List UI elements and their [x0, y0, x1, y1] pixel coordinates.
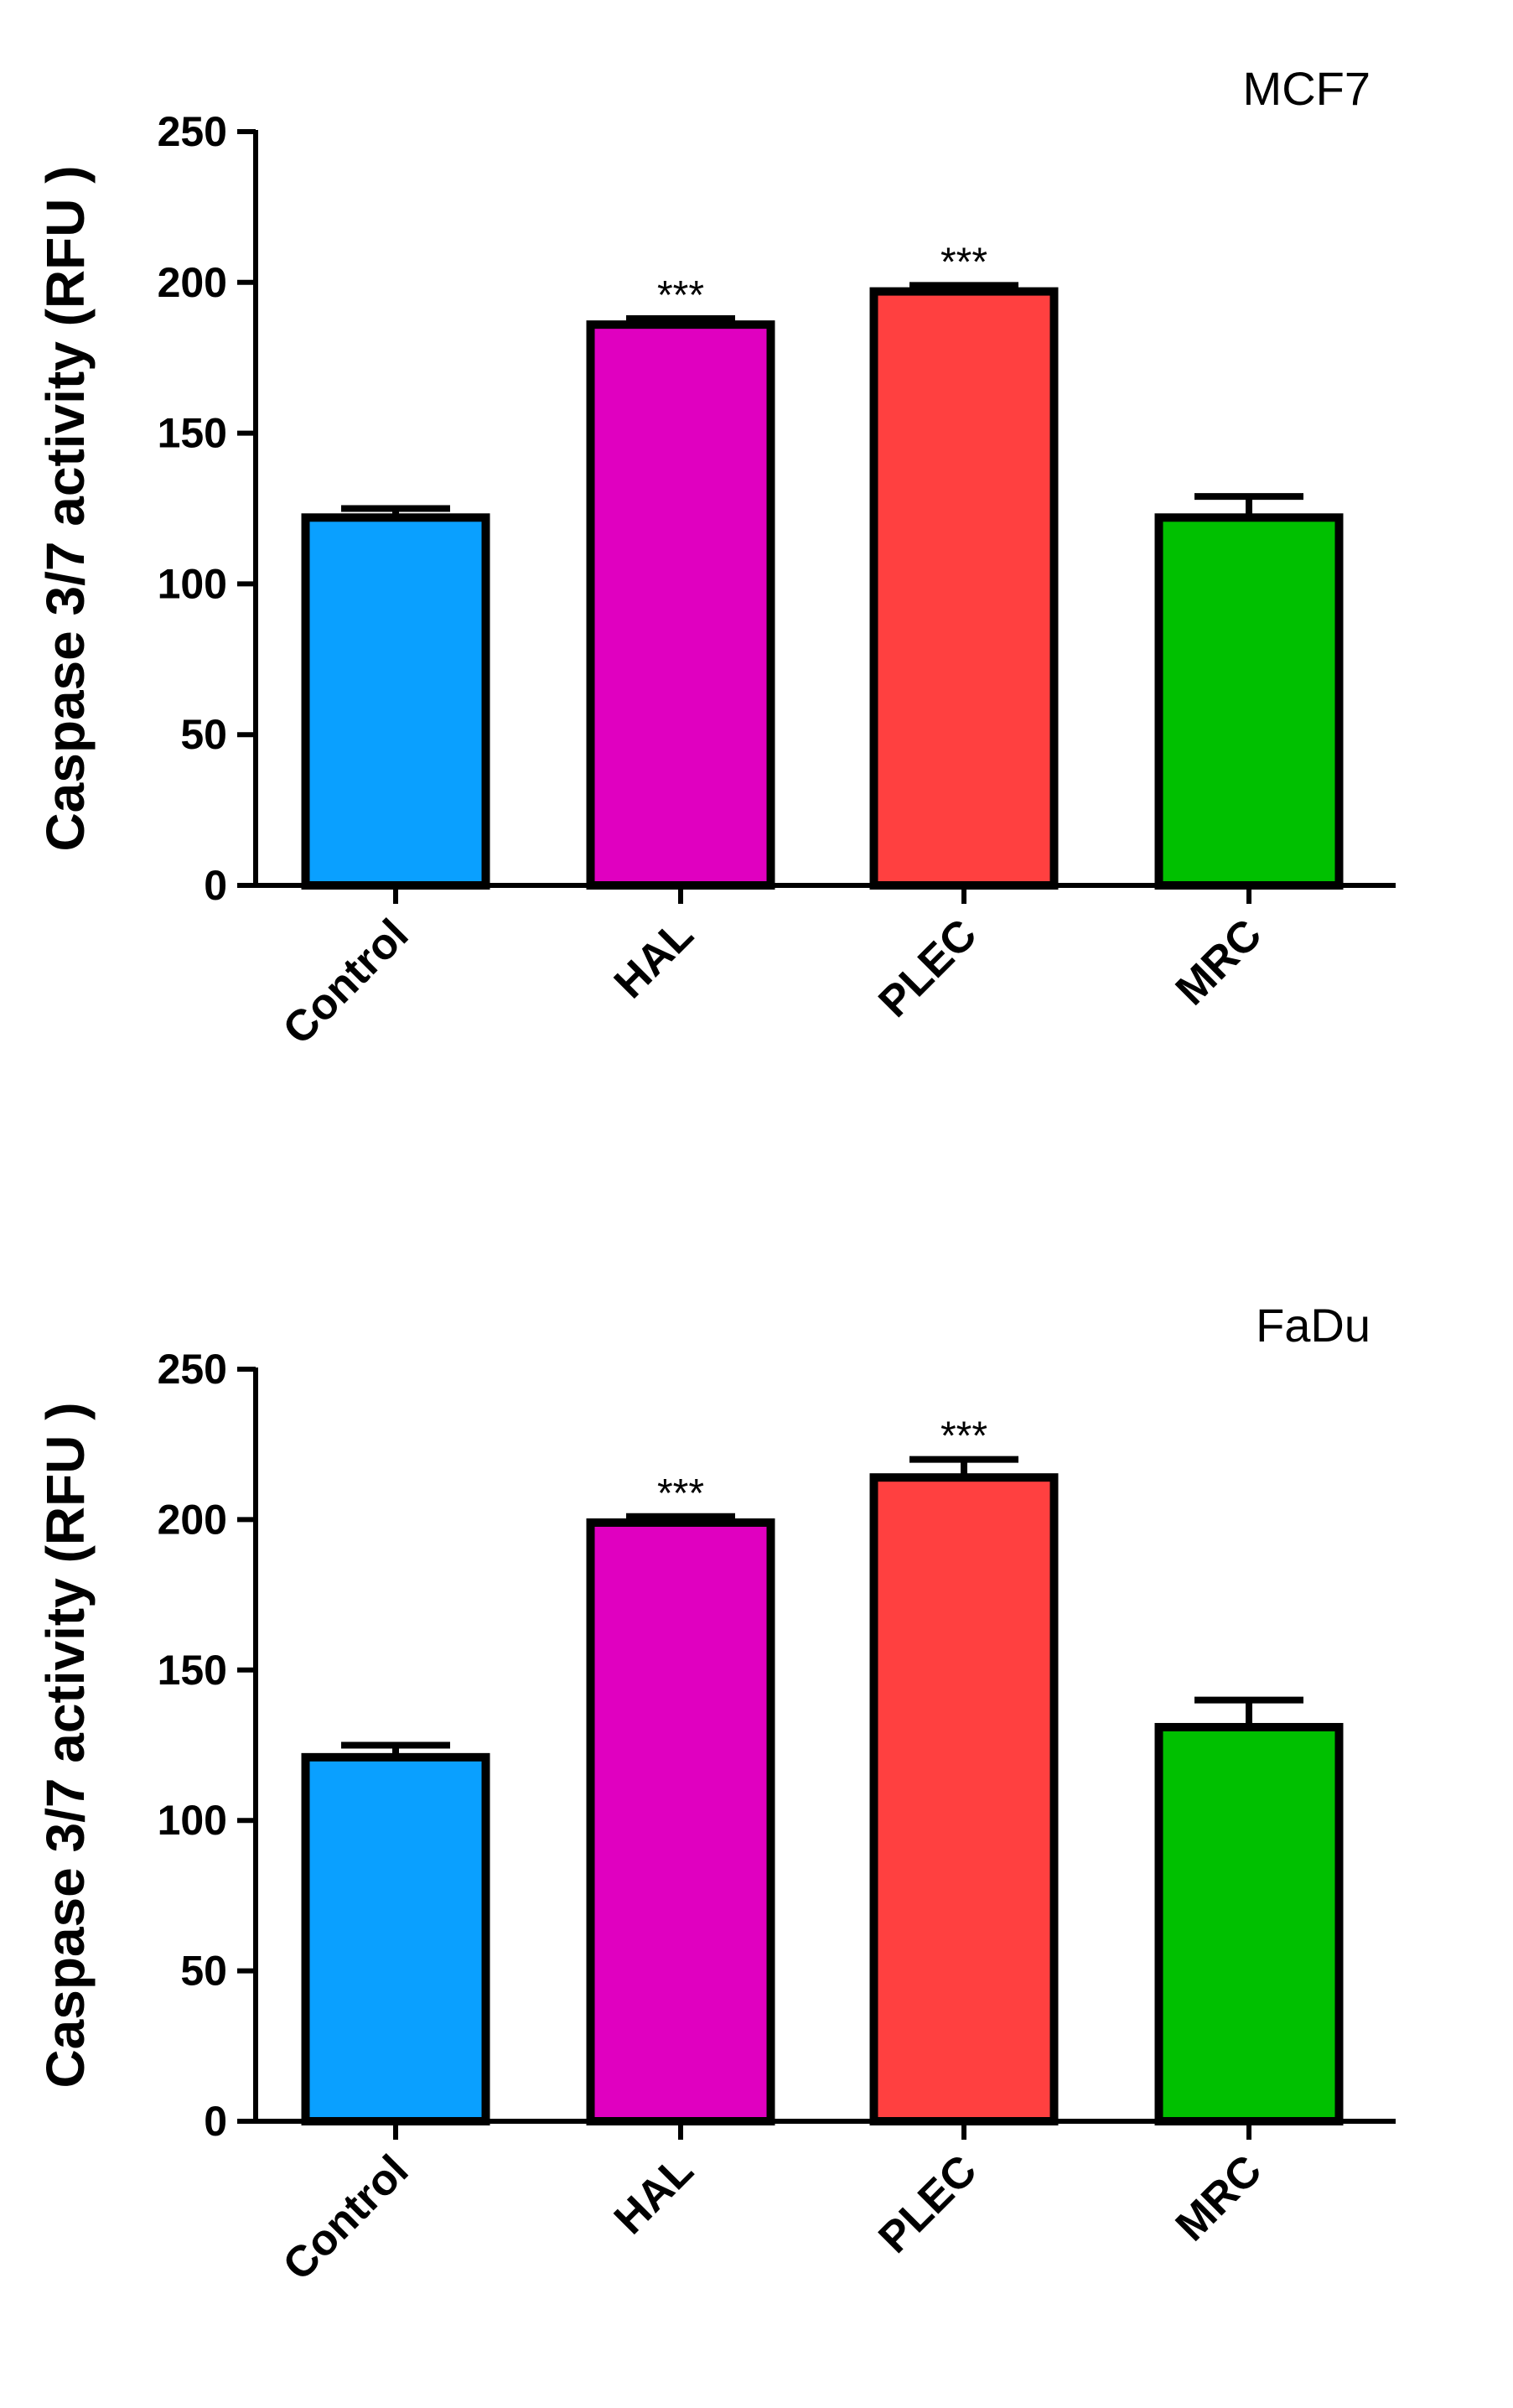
bar-plec	[869, 1473, 1059, 2125]
panel-title: MCF7	[1243, 62, 1371, 115]
significance-marker: ***	[657, 273, 704, 318]
y-tick-label: 0	[204, 2098, 227, 2145]
x-tick-label: HAL	[605, 2146, 703, 2244]
chart-panel-mcf7: MCF7 Caspase 3/7 activity (RFU ) 0 50 100 150…	[35, 62, 1396, 1054]
bar-hal	[586, 320, 775, 890]
bar-mrc	[1154, 1722, 1344, 2125]
significance-marker: ***	[657, 1471, 704, 1516]
y-tick-label: 50	[180, 1948, 227, 1995]
y-tick-label: 100	[158, 1797, 227, 1844]
y-tick-label: 250	[158, 108, 227, 155]
y-tick-label: 200	[158, 259, 227, 306]
x-tick-label: MRC	[1167, 910, 1272, 1015]
y-axis-label: Caspase 3/7 activity (RFU )	[35, 1402, 96, 2088]
y-tick-label: 200	[158, 1496, 227, 1543]
bar-control	[301, 1752, 490, 2126]
bar-control	[301, 513, 490, 890]
y-tick-label: 150	[158, 410, 227, 457]
y-tick-label: 50	[180, 711, 227, 758]
x-tick-label: Control	[274, 910, 418, 1054]
x-tick-label: MRC	[1167, 2146, 1272, 2250]
significance-marker: ***	[940, 1414, 987, 1459]
bar-plec	[869, 287, 1059, 890]
y-tick-label: 100	[158, 560, 227, 607]
x-tick-label: Control	[274, 2146, 418, 2290]
bar-mrc	[1154, 513, 1344, 890]
y-tick-label: 0	[204, 862, 227, 909]
chart-panel-fadu: FaDu Caspase 3/7 activity (RFU ) 0 50 100 150…	[35, 1299, 1396, 2290]
x-tick-label: PLEC	[869, 910, 986, 1026]
bar-hal	[586, 1518, 775, 2126]
y-tick-label: 150	[158, 1647, 227, 1694]
x-tick-label: PLEC	[869, 2146, 986, 2262]
y-tick-label: 250	[158, 1346, 227, 1393]
y-axis-label: Caspase 3/7 activity (RFU )	[35, 165, 96, 851]
x-tick-label: HAL	[605, 910, 703, 1008]
significance-marker: ***	[940, 240, 987, 284]
panel-title: FaDu	[1256, 1299, 1371, 1352]
